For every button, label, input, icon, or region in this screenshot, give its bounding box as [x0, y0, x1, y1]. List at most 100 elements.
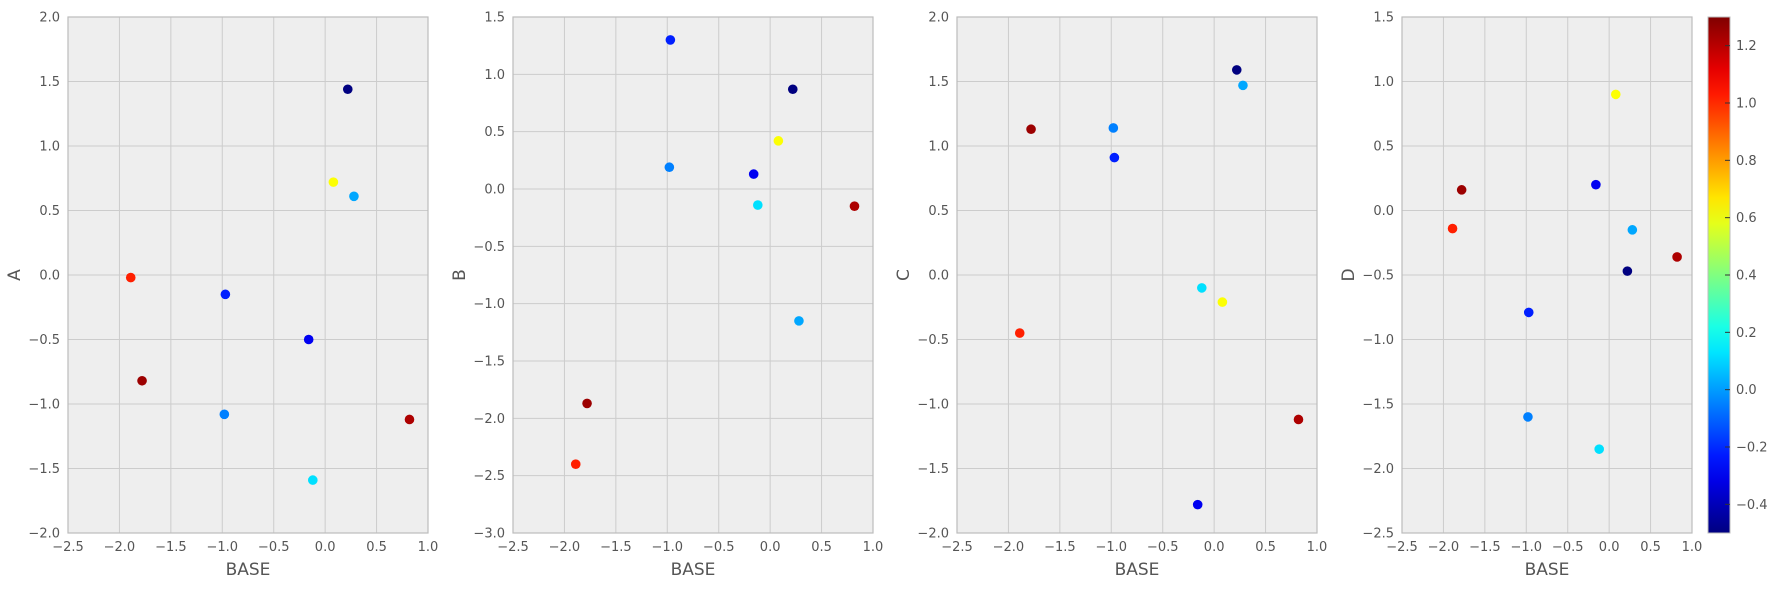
plot-frame	[956, 16, 1318, 534]
y-tick-label: −2.5	[1362, 527, 1394, 542]
y-tick-label: 1.0	[39, 140, 60, 155]
y-tick-label: 0.0	[928, 269, 949, 284]
x-tick-label: −1.5	[600, 540, 632, 555]
x-tick-label: −1.5	[1044, 540, 1076, 555]
colorbar-tick-label: 0.0	[1736, 383, 1757, 398]
scatter-point	[849, 201, 860, 211]
scatter-point	[570, 459, 581, 470]
y-tick-label: −1.5	[1362, 398, 1394, 413]
scatter-point	[753, 200, 763, 210]
x-tick-label: −2.5	[52, 540, 84, 555]
colorbar-tick-label: 0.4	[1736, 269, 1757, 284]
scatter-point	[1192, 499, 1203, 510]
y-tick-label: −1.0	[473, 297, 505, 312]
x-tick-label: 0.5	[1255, 540, 1276, 555]
colorbar-tick-label: −0.4	[1736, 498, 1768, 513]
scatter-panel-3: −2.5 −2.0 −1.5 −1.0 −0.5 0.0 0.5 1.0−2.0−1.5−1.…	[894, 11, 1327, 581]
x-tick-label: −1.5	[155, 540, 187, 555]
y-axis-label: A	[5, 269, 25, 281]
x-tick-label: −1.0	[651, 540, 683, 555]
y-tick-label: 0.5	[928, 204, 949, 219]
y-tick-label: 1.0	[928, 140, 949, 155]
y-axis-label: B	[450, 269, 470, 281]
y-tick-label: 0.0	[1373, 204, 1394, 219]
scatter-point	[1523, 412, 1533, 422]
x-tick-label: 0.0	[1599, 540, 1620, 555]
y-tick-label: −2.0	[917, 527, 949, 542]
y-axis-label: D	[1339, 268, 1359, 281]
y-tick-label: 1.0	[1373, 75, 1394, 90]
scatter-point	[665, 35, 676, 45]
y-tick-label: 2.0	[39, 11, 60, 26]
x-tick-label: 1.0	[1682, 540, 1703, 555]
plot-frame	[67, 16, 429, 534]
x-axis-label: BASE	[1525, 560, 1570, 580]
scatter-point	[404, 414, 415, 425]
y-tick-label: 2.0	[928, 11, 949, 26]
x-tick-label: 1.0	[1307, 540, 1328, 555]
scatter-point	[349, 191, 359, 202]
scatter-point	[787, 84, 798, 95]
x-tick-label: 0.5	[811, 540, 832, 555]
colorbar-tick-label: 0.6	[1736, 211, 1757, 226]
scatter-panel-4: −2.5 −2.0 −1.5 −1.0 −0.5 0.0 0.5 1.0 −2.5 −2.0 −1.…	[1339, 11, 1702, 581]
y-tick-label: 1.5	[928, 75, 949, 90]
scatter-point	[1447, 223, 1458, 234]
scatter-panel-2: −2.5 −2.0 −1.5 −1.0 −0.5 0.0 0.5 1.0−3.0−2.5−2.…	[450, 11, 883, 581]
x-tick-label: −1.0	[206, 540, 238, 555]
y-axis-label: C	[894, 269, 914, 281]
y-tick-label: −0.5	[473, 240, 505, 255]
colorbar-tick-label: 1.0	[1736, 97, 1757, 112]
colorbar-tick-label: 1.2	[1736, 39, 1757, 54]
y-tick-label: −1.5	[473, 355, 505, 370]
y-tick-label: 1.0	[484, 68, 505, 83]
scatter-point	[1456, 185, 1467, 195]
scatter-panel-1: −2.5 −2.0 −1.5 −1.0 −0.5 0.0 0.5 1.0−2.0−1.5−1.…	[5, 11, 438, 581]
x-tick-label: −0.5	[1147, 540, 1179, 555]
x-tick-label: −2.0	[549, 540, 581, 555]
plot-area	[513, 17, 873, 533]
scatter-point	[328, 177, 339, 187]
scatter-point	[1622, 266, 1633, 276]
scatter-point	[1293, 414, 1304, 425]
colorbar-tick-label: −0.2	[1736, 441, 1768, 456]
y-tick-label: −1.0	[1362, 333, 1394, 348]
colorbar: −0.4 −0.2 0.0 0.2 0.4 0.6 0.8 1.0 1.2	[1707, 16, 1768, 534]
scatter-point	[1108, 123, 1119, 133]
y-tick-label: −2.0	[28, 527, 60, 542]
scatter-point	[137, 375, 147, 386]
x-tick-label: −0.5	[1552, 540, 1584, 555]
x-tick-label: −1.0	[1510, 540, 1542, 555]
x-tick-label: 1.0	[418, 540, 439, 555]
x-tick-label: −2.5	[941, 540, 973, 555]
scatter-point	[1610, 89, 1621, 100]
scatter-point	[1238, 80, 1248, 91]
scatter-point	[773, 136, 784, 146]
scatter-point	[1594, 444, 1604, 454]
scatter-point	[748, 169, 759, 179]
scatter-point	[219, 409, 230, 420]
plot-frame	[512, 16, 874, 534]
y-tick-label: 0.5	[39, 204, 60, 219]
x-tick-label: −0.5	[258, 540, 290, 555]
y-tick-label: −2.0	[473, 412, 505, 427]
scatter-point	[664, 162, 675, 173]
x-tick-label: −0.5	[703, 540, 735, 555]
x-tick-label: −1.0	[1095, 540, 1127, 555]
scatter-point	[308, 475, 318, 485]
scatter-point	[1197, 283, 1207, 293]
x-tick-label: −2.5	[497, 540, 529, 555]
x-tick-label: −2.0	[993, 540, 1025, 555]
y-tick-label: 0.0	[39, 269, 60, 284]
y-tick-label: −0.5	[28, 333, 60, 348]
y-tick-label: −1.0	[28, 398, 60, 413]
y-tick-label: 0.5	[484, 125, 505, 140]
colorbar-tick-label: 0.8	[1736, 154, 1757, 169]
x-axis-label: BASE	[1115, 560, 1160, 580]
x-axis-label: BASE	[226, 560, 271, 580]
x-tick-label: 1.0	[863, 540, 884, 555]
scatter-point	[1026, 124, 1036, 135]
scatter-point	[220, 289, 231, 300]
x-tick-label: −2.5	[1386, 540, 1418, 555]
